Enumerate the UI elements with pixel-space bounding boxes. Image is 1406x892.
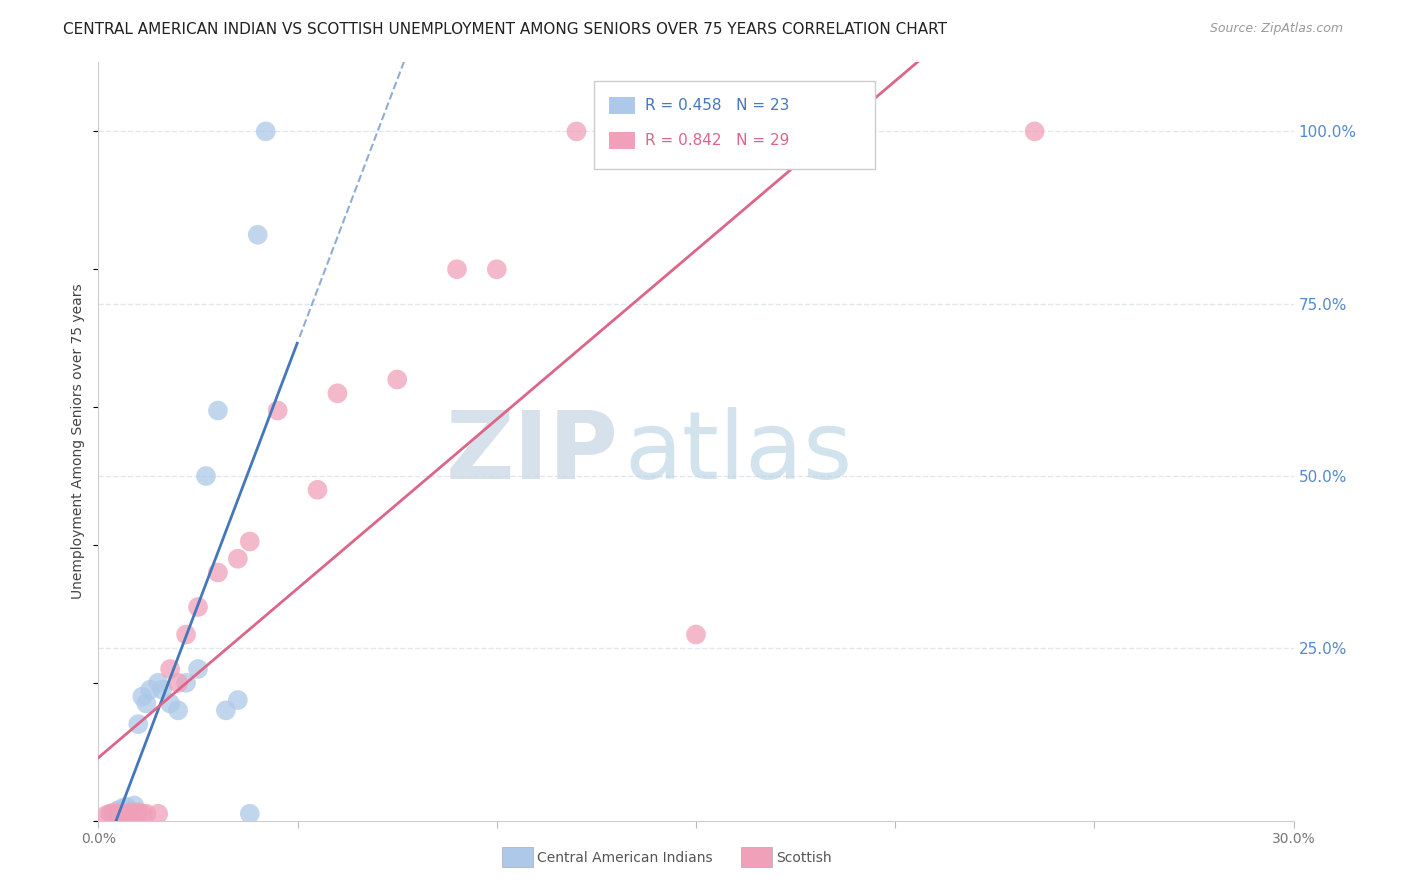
Point (111, 806, 134, 821)
Text: ZIP: ZIP (446, 407, 619, 499)
Y-axis label: Unemployment Among Seniors over 75 years: Unemployment Among Seniors over 75 years (72, 284, 86, 599)
Point (207, 566, 229, 580)
Point (246, 227, 269, 242)
Point (135, 697, 157, 711)
Point (115, 800, 138, 814)
Point (446, 262, 468, 277)
Point (139, 682, 162, 697)
FancyBboxPatch shape (595, 81, 875, 169)
Point (148, 806, 170, 821)
Point (159, 697, 181, 711)
Point (307, 483, 329, 497)
Point (267, 403, 290, 417)
Point (159, 662, 181, 676)
Point (239, 534, 262, 549)
Point (207, 403, 229, 417)
Point (226, 551, 249, 566)
Point (115, 806, 138, 821)
Point (107, 806, 129, 821)
Text: R = 0.842   N = 29: R = 0.842 N = 29 (644, 133, 789, 148)
Point (254, 124, 277, 138)
Point (131, 806, 153, 821)
Text: atlas: atlas (624, 407, 852, 499)
Point (326, 386, 349, 401)
Point (174, 675, 197, 690)
Point (239, 806, 262, 821)
Text: CENTRAL AMERICAN INDIAN VS SCOTTISH UNEMPLOYMENT AMONG SENIORS OVER 75 YEARS COR: CENTRAL AMERICAN INDIAN VS SCOTTISH UNEM… (63, 22, 948, 37)
Point (167, 703, 190, 717)
Point (135, 806, 157, 821)
Point (215, 703, 238, 717)
Point (167, 675, 190, 690)
Point (127, 717, 149, 731)
Point (685, 627, 707, 641)
Text: Scottish: Scottish (776, 851, 832, 865)
Text: Central American Indians: Central American Indians (537, 851, 713, 865)
FancyBboxPatch shape (609, 132, 636, 149)
Point (385, 372, 409, 386)
Point (131, 690, 153, 704)
Point (187, 662, 209, 676)
Point (1024, 124, 1046, 138)
Point (98, 806, 122, 821)
Point (148, 675, 170, 690)
Point (195, 469, 218, 483)
Point (127, 805, 149, 820)
Point (124, 806, 146, 821)
Point (226, 693, 249, 707)
Point (98, 806, 122, 821)
Point (565, 124, 588, 138)
Point (485, 262, 508, 277)
Point (804, 124, 827, 138)
Point (96, 808, 118, 822)
Point (111, 801, 134, 815)
Point (107, 803, 129, 817)
Point (120, 805, 142, 820)
FancyBboxPatch shape (609, 97, 636, 114)
Text: Source: ZipAtlas.com: Source: ZipAtlas.com (1209, 22, 1343, 36)
Point (187, 599, 209, 614)
Point (103, 805, 125, 820)
Text: R = 0.458   N = 23: R = 0.458 N = 23 (644, 98, 789, 113)
Point (150, 682, 173, 697)
Point (120, 803, 142, 817)
Point (124, 798, 146, 813)
Point (174, 627, 197, 641)
